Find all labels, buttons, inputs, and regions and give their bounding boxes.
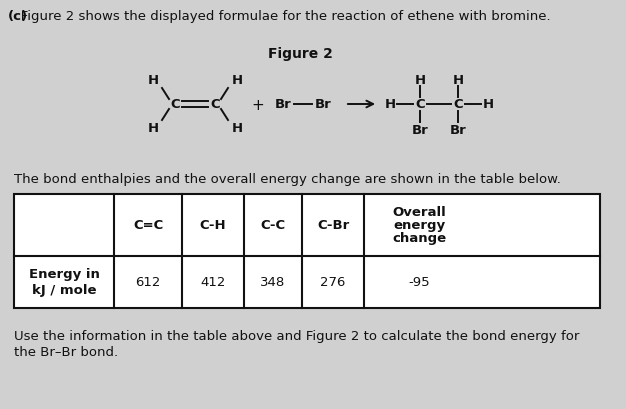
- Text: kJ / mole: kJ / mole: [32, 284, 96, 297]
- Bar: [14, 195, 600, 308]
- Text: C-H: C-H: [200, 219, 227, 232]
- Text: H: H: [453, 74, 464, 87]
- Text: H: H: [384, 98, 396, 111]
- Text: H: H: [483, 98, 493, 111]
- Text: change: change: [392, 232, 446, 245]
- Text: energy: energy: [393, 219, 445, 232]
- Text: -95: -95: [408, 276, 430, 289]
- Text: +: +: [252, 97, 264, 112]
- Text: Br: Br: [412, 124, 428, 137]
- Text: C: C: [453, 98, 463, 111]
- Text: Overall: Overall: [392, 206, 446, 219]
- Text: H: H: [232, 122, 242, 135]
- Text: (c): (c): [8, 10, 28, 23]
- Text: Br: Br: [449, 124, 466, 137]
- Text: C: C: [170, 98, 180, 111]
- Text: Br: Br: [315, 98, 331, 111]
- Text: C-C: C-C: [260, 219, 285, 232]
- Text: the Br–Br bond.: the Br–Br bond.: [14, 345, 118, 358]
- Text: 276: 276: [321, 276, 346, 289]
- Text: 612: 612: [135, 276, 161, 289]
- Text: Energy in: Energy in: [29, 268, 100, 281]
- Text: C: C: [415, 98, 425, 111]
- Text: 412: 412: [200, 276, 226, 289]
- Text: C=C: C=C: [133, 219, 163, 232]
- Text: Figure 2: Figure 2: [267, 47, 332, 61]
- Text: Figure 2 shows the displayed formulae for the reaction of ethene with bromine.: Figure 2 shows the displayed formulae fo…: [8, 10, 551, 23]
- Text: C: C: [210, 98, 220, 111]
- Text: H: H: [148, 122, 158, 135]
- Text: Use the information in the table above and Figure 2 to calculate the bond energy: Use the information in the table above a…: [14, 329, 580, 342]
- Text: H: H: [414, 74, 426, 87]
- Text: Br: Br: [275, 98, 291, 111]
- Text: 348: 348: [260, 276, 285, 289]
- Text: H: H: [232, 74, 242, 87]
- Text: The bond enthalpies and the overall energy change are shown in the table below.: The bond enthalpies and the overall ener…: [14, 173, 561, 186]
- Text: H: H: [148, 74, 158, 87]
- Text: C-Br: C-Br: [317, 219, 349, 232]
